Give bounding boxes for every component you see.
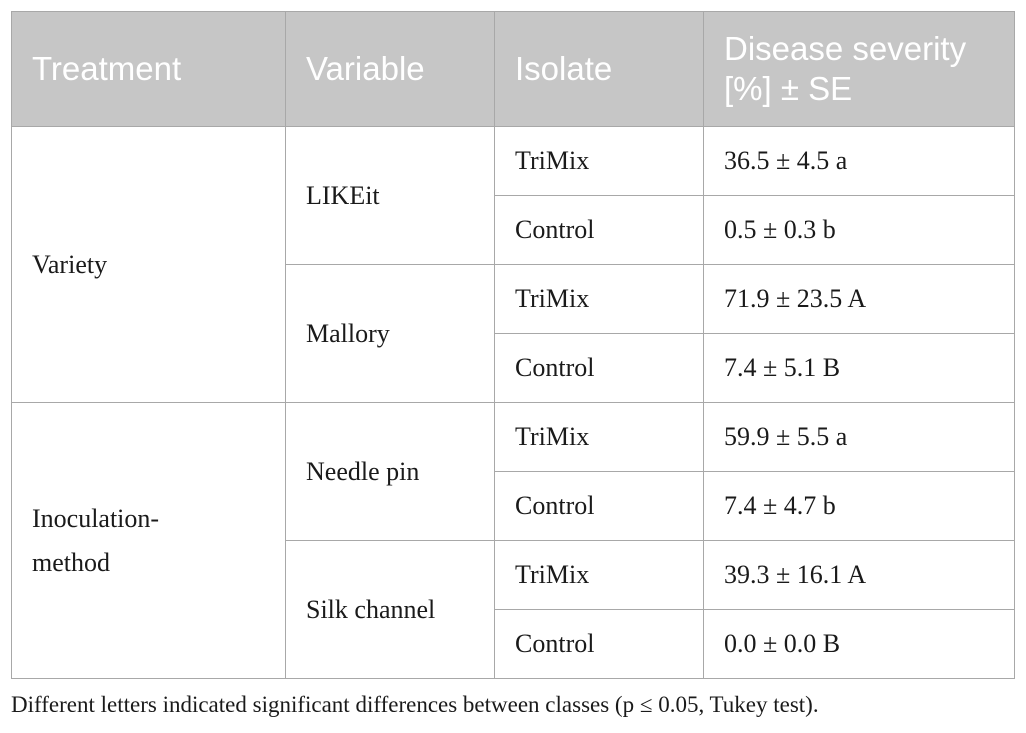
header-isolate: Isolate xyxy=(494,11,704,127)
header-severity-line1: Disease severity xyxy=(724,30,967,67)
severity-cell: 7.4 ± 5.1 B xyxy=(703,333,1015,403)
severity-cell: 7.4 ± 4.7 b xyxy=(703,471,1015,541)
variable-cell-mallory: Mallory xyxy=(285,264,495,403)
severity-cell: 59.9 ± 5.5 a xyxy=(703,402,1015,472)
table-row: Inoculation- method Needle pin TriMix 59… xyxy=(11,402,1015,679)
treatment-line2: method xyxy=(32,547,110,577)
isolate-cell: TriMix xyxy=(494,540,704,610)
variable-cell-needle-pin: Needle pin xyxy=(285,402,495,541)
table-row: Control 0.0 ± 0.0 B xyxy=(12,609,1015,679)
header-treatment: Treatment xyxy=(11,11,286,127)
treatment-cell-variety: Variety xyxy=(11,126,286,403)
table-row: Control 7.4 ± 4.7 b xyxy=(12,471,1015,541)
header-disease-severity: Disease severity [%] ± SE xyxy=(703,11,1015,127)
header-variable: Variable xyxy=(285,11,495,127)
header-severity-line2: [%] ± SE xyxy=(724,70,853,107)
severity-cell: 36.5 ± 4.5 a xyxy=(703,126,1015,196)
table-footnote: Different letters indicated significant … xyxy=(11,692,819,717)
isolate-cell: TriMix xyxy=(494,264,704,334)
isolate-cell: Control xyxy=(494,195,704,265)
variable-cell-likeit: LIKEit xyxy=(285,126,495,265)
severity-cell: 71.9 ± 23.5 A xyxy=(703,264,1015,334)
isolate-cell: Control xyxy=(494,333,704,403)
isolate-cell: Control xyxy=(494,609,704,679)
table-header-row: Treatment Variable Isolate Disease sever… xyxy=(11,11,1015,127)
variable-cell-silk-channel: Silk channel xyxy=(285,540,495,679)
severity-cell: 0.5 ± 0.3 b xyxy=(703,195,1015,265)
disease-severity-table: Treatment Variable Isolate Disease sever… xyxy=(11,11,1015,679)
isolate-cell: TriMix xyxy=(494,126,704,196)
isolate-cell: TriMix xyxy=(494,402,704,472)
treatment-line1: Inoculation- xyxy=(32,503,160,533)
treatment-cell-inoculation-method: Inoculation- method xyxy=(11,402,286,679)
data-table-container: Treatment Variable Isolate Disease sever… xyxy=(11,11,1015,679)
isolate-cell: Control xyxy=(494,471,704,541)
table-row: Variety LIKEit TriMix 36.5 ± 4.5 a xyxy=(11,126,1015,403)
table-row: Silk channel TriMix 39.3 ± 16.1 A xyxy=(12,540,1015,679)
severity-cell: 39.3 ± 16.1 A xyxy=(703,540,1015,610)
table-row: Control 0.5 ± 0.3 b xyxy=(12,195,1015,265)
severity-cell: 0.0 ± 0.0 B xyxy=(703,609,1015,679)
